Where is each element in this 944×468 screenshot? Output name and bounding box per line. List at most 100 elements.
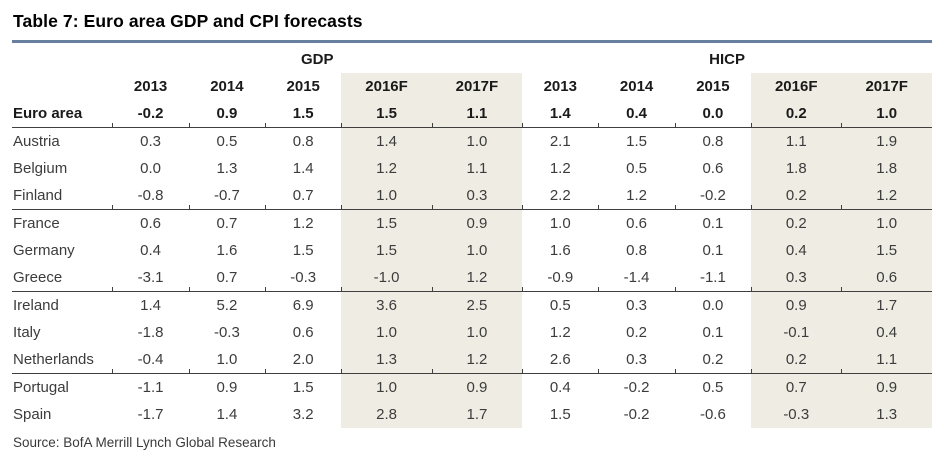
value-cell: 0.2 bbox=[751, 100, 842, 128]
value-cell: 0.7 bbox=[751, 373, 842, 401]
value-cell: 1.0 bbox=[431, 237, 523, 264]
row-label: Netherlands bbox=[12, 346, 113, 374]
value-cell: 2.0 bbox=[265, 346, 342, 374]
value-cell: 0.2 bbox=[751, 209, 842, 237]
value-cell: 1.2 bbox=[549, 324, 571, 341]
row-label: Finland bbox=[12, 182, 113, 210]
value-cell: 0.8 bbox=[626, 242, 648, 259]
table-row-spain: Spain -1.7 1.4 3.2 2.8 1.7 1.5 -0.2 -0.6… bbox=[12, 401, 932, 428]
title-rule bbox=[12, 40, 932, 43]
row-label: Ireland bbox=[13, 297, 59, 314]
value-cell: 3.2 bbox=[292, 406, 314, 423]
value-cell: 1.1 bbox=[751, 127, 842, 155]
value-cell: -0.6 bbox=[699, 406, 726, 423]
value-cell: -0.3 bbox=[265, 264, 342, 292]
value-cell: 1.5 bbox=[341, 209, 432, 237]
year-header-gdp-2015: 2015 bbox=[286, 78, 320, 95]
corner-cell bbox=[12, 73, 112, 100]
value-cell: 6.9 bbox=[292, 297, 314, 314]
group-header-gdp: GDP bbox=[301, 51, 334, 68]
value-cell: 1.5 bbox=[549, 406, 571, 423]
value-cell: 1.5 bbox=[292, 379, 314, 396]
value-cell: -0.2 bbox=[674, 182, 752, 210]
value-cell: 0.3 bbox=[751, 264, 842, 292]
value-cell: 0.9 bbox=[431, 209, 523, 237]
value-cell: 0.3 bbox=[598, 346, 675, 374]
value-cell: 1.4 bbox=[522, 100, 599, 128]
value-cell: 0.1 bbox=[702, 324, 724, 341]
value-cell: -0.9 bbox=[522, 264, 599, 292]
value-cell: 1.0 bbox=[188, 346, 266, 374]
value-cell: -1.8 bbox=[137, 324, 164, 341]
value-cell: 1.6 bbox=[216, 242, 238, 259]
value-cell: 0.7 bbox=[188, 264, 266, 292]
value-cell: 1.5 bbox=[292, 242, 314, 259]
value-cell: 3.6 bbox=[341, 291, 432, 319]
value-cell: 0.1 bbox=[702, 242, 724, 259]
value-cell: 1.0 bbox=[549, 215, 571, 232]
value-cell: 0.9 bbox=[216, 379, 238, 396]
value-cell: 1.6 bbox=[549, 242, 571, 259]
row-label: Portugal bbox=[13, 379, 69, 396]
value-cell: 1.2 bbox=[341, 155, 432, 182]
value-cell: 1.0 bbox=[431, 127, 523, 155]
value-cell: 0.8 bbox=[702, 133, 724, 150]
value-cell: 0.5 bbox=[702, 379, 724, 396]
value-cell: 0.9 bbox=[431, 373, 523, 401]
row-label: France bbox=[13, 215, 60, 232]
row-label: Austria bbox=[13, 133, 60, 150]
value-cell: -1.7 bbox=[137, 406, 164, 423]
value-cell: 0.0 bbox=[702, 297, 724, 314]
value-cell: -3.1 bbox=[112, 264, 189, 292]
value-cell: 0.0 bbox=[674, 100, 752, 128]
value-cell: 0.3 bbox=[431, 182, 523, 210]
value-cell: -0.4 bbox=[112, 346, 189, 374]
row-label: Italy bbox=[13, 324, 41, 341]
value-cell: 0.6 bbox=[292, 324, 314, 341]
value-cell: 0.2 bbox=[751, 346, 842, 374]
value-cell: 1.1 bbox=[841, 346, 932, 374]
table-row-ireland: Ireland 1.4 5.2 6.9 3.6 2.5 0.5 0.3 0.0 … bbox=[12, 291, 932, 319]
value-cell: 1.8 bbox=[841, 155, 932, 182]
value-cell: 2.5 bbox=[431, 291, 523, 319]
value-cell: -1.0 bbox=[341, 264, 432, 292]
value-cell: 1.8 bbox=[751, 155, 842, 182]
table-row-belgium: Belgium 0.0 1.3 1.4 1.2 1.1 1.2 0.5 0.6 … bbox=[12, 155, 932, 182]
value-cell: 1.1 bbox=[431, 155, 523, 182]
table-row-finland: Finland -0.8 -0.7 0.7 1.0 0.3 2.2 1.2 -0… bbox=[12, 182, 932, 210]
value-cell: 1.0 bbox=[341, 373, 432, 401]
value-cell: 1.5 bbox=[265, 100, 342, 128]
table-row-greece: Greece -3.1 0.7 -0.3 -1.0 1.2 -0.9 -1.4 … bbox=[12, 264, 932, 292]
year-header-hicp-2016f: 2016F bbox=[751, 73, 842, 100]
value-cell: 1.4 bbox=[292, 160, 314, 177]
table-row-euro-area: Euro area -0.2 0.9 1.5 1.5 1.1 1.4 0.4 0… bbox=[12, 100, 932, 128]
value-cell: 0.4 bbox=[751, 237, 842, 264]
value-cell: 0.9 bbox=[751, 291, 842, 319]
value-cell: -0.7 bbox=[188, 182, 266, 210]
value-cell: 5.2 bbox=[216, 297, 238, 314]
value-cell: 1.0 bbox=[841, 100, 932, 128]
value-cell: -0.2 bbox=[623, 406, 650, 423]
value-cell: 1.9 bbox=[841, 127, 932, 155]
value-cell: 1.1 bbox=[431, 100, 523, 128]
value-cell: 2.2 bbox=[522, 182, 599, 210]
value-cell: 0.3 bbox=[140, 133, 161, 150]
value-cell: 1.5 bbox=[841, 237, 932, 264]
row-label: Germany bbox=[13, 242, 75, 259]
group-header-hicp: HICP bbox=[709, 51, 745, 68]
value-cell: 0.7 bbox=[216, 215, 238, 232]
value-cell: 1.2 bbox=[549, 160, 571, 177]
value-cell: 1.0 bbox=[341, 182, 432, 210]
value-cell: -1.1 bbox=[674, 264, 752, 292]
value-cell: 0.6 bbox=[702, 160, 724, 177]
value-cell: -0.8 bbox=[112, 182, 189, 210]
value-cell: 0.4 bbox=[841, 319, 932, 346]
value-cell: 1.5 bbox=[626, 133, 648, 150]
value-cell: 0.6 bbox=[841, 264, 932, 292]
table-row-portugal: Portugal -1.1 0.9 1.5 1.0 0.9 0.4 -0.2 0… bbox=[12, 373, 932, 401]
report-page: Table 7: Euro area GDP and CPI forecasts… bbox=[12, 11, 932, 450]
year-header-gdp-2016f: 2016F bbox=[341, 73, 432, 100]
value-cell: 1.3 bbox=[341, 346, 432, 374]
value-cell: 0.5 bbox=[216, 133, 238, 150]
value-cell: 1.2 bbox=[841, 182, 932, 210]
